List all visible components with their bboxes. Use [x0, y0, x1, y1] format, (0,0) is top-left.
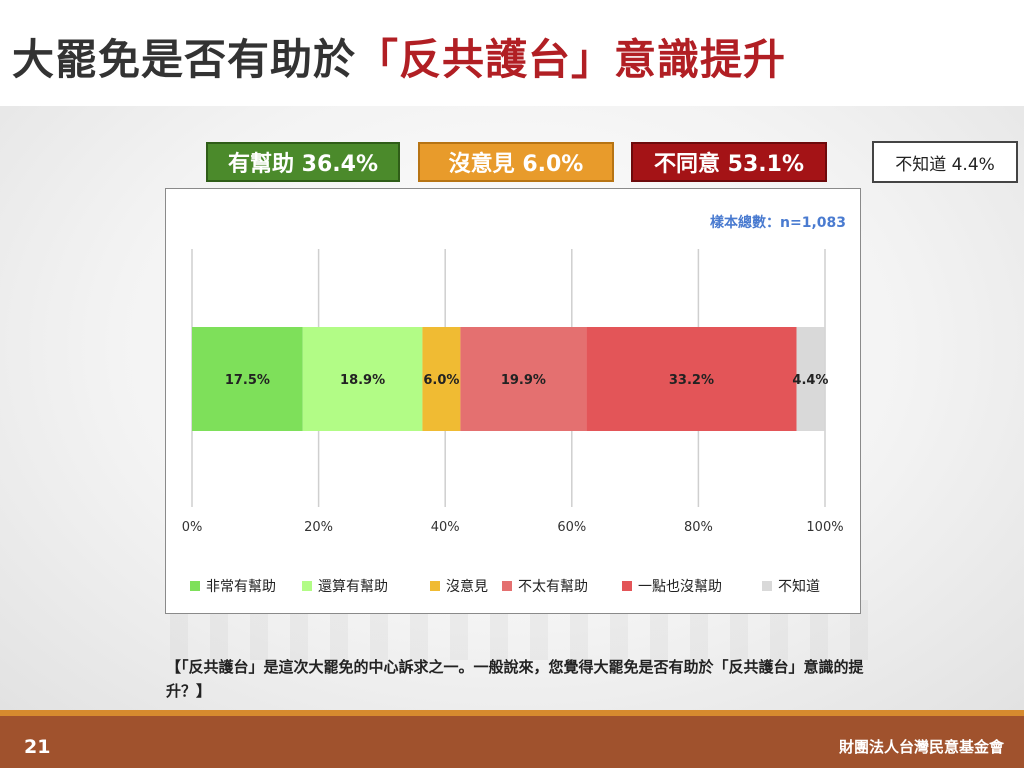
- bar-segment: [422, 327, 461, 431]
- legend-label: 一點也沒幫助: [638, 578, 722, 595]
- page-title: 大罷免是否有助於「反共護台」意識提升: [12, 26, 786, 87]
- legend-swatch: [430, 581, 440, 591]
- survey-question: 【「反共護台」是這次大罷免的中心訴求之一。一般說來，您覺得大罷免是否有助於「反共…: [166, 658, 864, 700]
- x-tick-label: 40%: [431, 520, 460, 535]
- bar-segment: [460, 327, 587, 431]
- data-label: 17.5%: [225, 373, 270, 388]
- data-label: 18.9%: [340, 373, 385, 388]
- stacked-bar-chart: 樣本總數：n=1,083 0% 20% 40% 60% 80% 100% 17.5% 18.9%…: [182, 214, 846, 595]
- legend-label: 非常有幫助: [206, 579, 276, 595]
- title-highlight: 「反共護台」意識提升: [356, 35, 787, 84]
- bar-segment: [302, 327, 423, 431]
- data-label: 4.4%: [792, 373, 828, 388]
- x-tick-label: 20%: [304, 520, 333, 535]
- legend-label: 不太有幫助: [518, 579, 588, 595]
- title-main: 大罷免是否有助於: [12, 35, 357, 84]
- title-bar: 大罷免是否有助於「反共護台」意識提升: [0, 0, 1024, 106]
- organization-name: 財團法人台灣民意基金會: [838, 738, 1004, 756]
- bar-segment: [586, 327, 797, 431]
- x-tick-label: 60%: [557, 520, 586, 535]
- legend-swatch: [190, 581, 200, 591]
- sample-size-note: 樣本總數：n=1,083: [710, 214, 846, 231]
- legend-swatch: [762, 581, 772, 591]
- page-number: 21: [24, 736, 51, 758]
- data-label: 19.9%: [501, 373, 546, 388]
- x-tick-label: 0%: [182, 520, 203, 535]
- legend-label: 還算有幫助: [318, 579, 388, 595]
- summary-disagree-badge: 不同意 53.1%: [631, 142, 827, 182]
- chart-panel: 樣本總數：n=1,083 0% 20% 40% 60% 80% 100% 17.5% 18.9%…: [165, 188, 861, 614]
- data-label: 33.2%: [669, 373, 714, 388]
- x-tick-label: 80%: [684, 520, 713, 535]
- footer-bar: 21 財團法人台灣民意基金會: [0, 710, 1024, 768]
- summary-no-opinion-badge: 沒意見 6.0%: [418, 142, 614, 182]
- legend-swatch: [622, 581, 632, 591]
- summary-unknown-badge: 不知道 4.4%: [872, 141, 1018, 183]
- legend-label: 不知道: [778, 578, 820, 595]
- summary-help-badge: 有幫助 36.4%: [206, 142, 400, 182]
- bar-segment: [192, 327, 303, 431]
- x-tick-label: 100%: [806, 520, 843, 535]
- legend-swatch: [502, 581, 512, 591]
- legend-swatch: [302, 581, 312, 591]
- legend-label: 沒意見: [446, 578, 488, 595]
- data-label: 6.0%: [423, 373, 459, 388]
- bar-segment: [796, 327, 825, 431]
